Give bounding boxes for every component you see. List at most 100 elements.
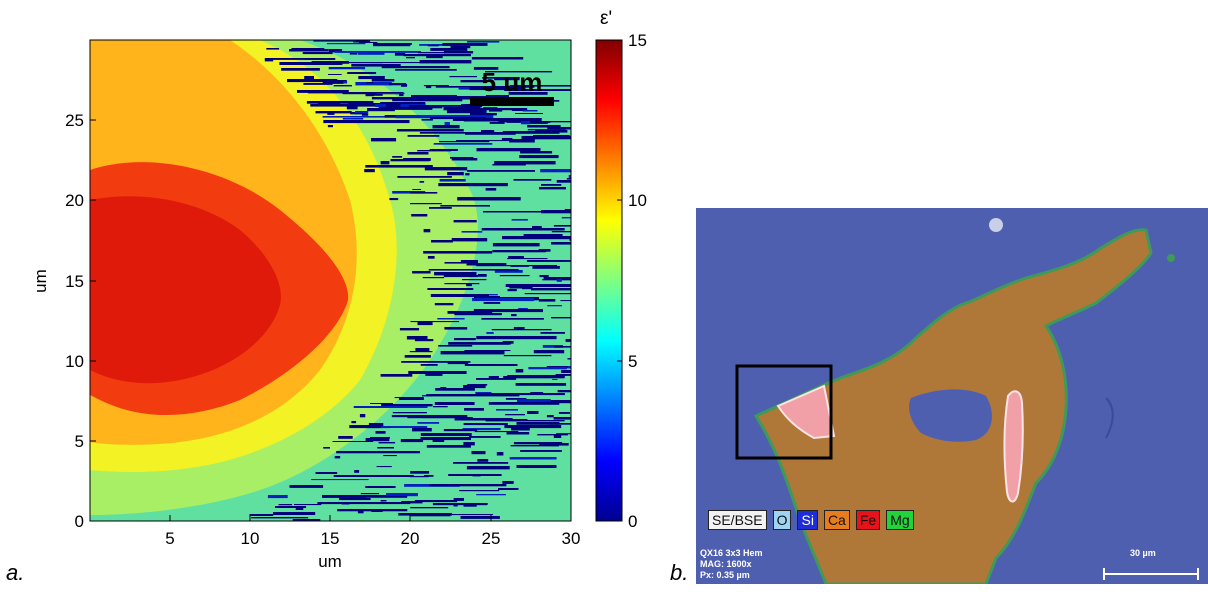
noise-streak [350,113,367,115]
noise-streak [423,251,493,254]
noise-streak [527,125,561,128]
x-tick-label: 25 [482,529,501,548]
noise-streak [420,437,471,441]
noise-streak [502,481,514,484]
noise-streak [477,274,487,277]
noise-streak [630,249,664,252]
noise-streak [371,138,397,142]
x-tick-label: 30 [562,529,581,548]
noise-streak [558,412,570,414]
legend-item-se-bse: SE/BSE [708,510,767,530]
noise-streak [351,64,401,67]
noise-streak [420,433,472,436]
noise-streak [483,107,498,109]
noise-streak [538,299,556,302]
noise-streak [566,178,571,180]
noise-streak [463,423,508,426]
noise-streak [476,494,506,496]
panel-b-label: b. [670,560,689,585]
noise-streak [281,68,320,71]
noise-streak [327,125,333,128]
noise-streak [492,250,546,253]
noise-streak [392,156,403,158]
noise-streak [473,67,499,70]
noise-streak [389,198,399,201]
noise-streak [552,379,558,380]
noise-streak [394,53,406,56]
noise-streak [485,95,509,98]
surface-scratch [1105,397,1114,439]
noise-streak [547,305,562,307]
noise-streak [556,433,571,435]
noise-streak [472,298,535,302]
noise-streak [419,60,472,64]
noise-streak [403,158,431,161]
noise-streak [559,284,571,287]
y-tick-label: 0 [75,512,84,531]
noise-streak [448,342,510,345]
noise-streak [410,514,451,517]
noise-streak [401,501,423,504]
noise-streak [516,422,560,425]
noise-streak [503,355,552,357]
noise-streak [452,118,469,121]
noise-streak [337,495,408,498]
noise-streak [435,388,475,391]
noise-streak [381,426,428,428]
noise-streak [524,293,571,295]
noise-streak [532,121,571,123]
noise-streak [474,296,500,299]
noise-streak [523,234,563,237]
noise-streak [353,40,371,43]
noise-streak [264,58,274,62]
noise-streak [378,442,396,444]
noise-streak [456,140,529,142]
noise-streak [338,436,353,439]
noise-streak [482,77,520,79]
noise-streak [438,345,473,347]
noise-streak [278,504,293,506]
noise-streak [418,116,449,118]
noise-streak [326,43,366,45]
noise-streak [631,260,681,262]
y-tick-label: 25 [65,111,84,130]
noise-streak [538,249,551,252]
noise-streak [486,332,494,334]
colorbar-tick-label: 10 [628,191,647,210]
noise-streak [427,288,474,290]
noise-streak [365,165,433,168]
noise-streak [499,275,530,277]
noise-streak [401,361,471,363]
noise-streak [446,110,487,114]
noise-streak [289,49,329,52]
noise-streak [460,80,486,83]
noise-streak [334,51,421,53]
noise-streak [556,279,562,282]
noise-streak [432,125,460,129]
noise-streak [640,284,671,287]
noise-streak [443,275,478,278]
noise-streak [408,105,475,107]
noise-streak [466,263,507,266]
noise-streak [408,371,467,374]
legend-item-o: O [772,510,792,530]
noise-streak [513,179,552,181]
noise-streak [551,317,571,319]
noise-streak [554,346,571,348]
noise-streak [502,341,514,344]
noise-streak [516,465,557,468]
noise-streak [431,240,453,243]
noise-streak [472,475,481,477]
noise-streak [489,109,503,112]
noise-streak [430,294,489,297]
noise-streak [476,336,557,340]
noise-streak [561,370,571,373]
noise-streak [341,503,350,505]
noise-streak [567,358,571,360]
noise-streak [328,74,342,75]
noise-streak [463,504,477,507]
colorbar-tick-label: 0 [628,512,637,531]
noise-streak [328,49,343,53]
colorbar-gradient [595,39,623,522]
noise-streak [375,431,386,434]
